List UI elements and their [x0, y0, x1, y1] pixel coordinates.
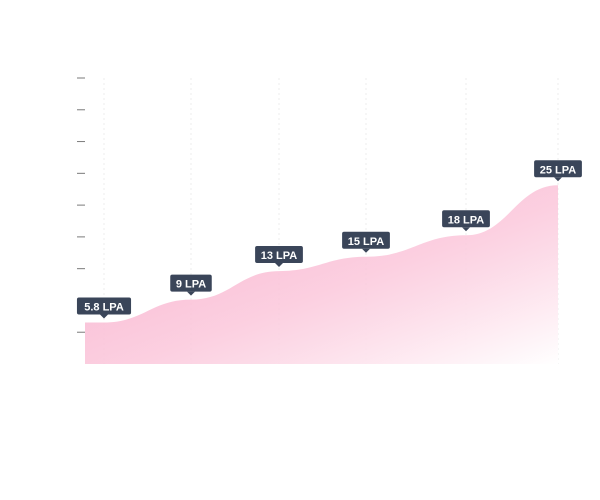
- data-label: 5.8 LPA: [76, 297, 132, 319]
- data-label-pointer: [100, 314, 108, 319]
- data-label-pointer: [187, 291, 195, 296]
- data-label-box: [170, 274, 212, 292]
- data-label: 25 LPA: [534, 160, 582, 182]
- data-label-box: [534, 160, 582, 178]
- area-series: [85, 185, 558, 364]
- data-label: 15 LPA: [342, 231, 390, 253]
- data-label: 18 LPA: [442, 210, 490, 232]
- data-label-text: 5.8 LPA: [84, 302, 124, 314]
- data-label-box: [442, 210, 490, 228]
- data-label-box: [342, 231, 390, 249]
- data-label-pointer: [554, 177, 562, 182]
- y-axis-ticks: [77, 77, 85, 333]
- data-label: 9 LPA: [170, 274, 212, 296]
- data-labels: 5.8 LPA 9 LPA 13 LPA 15 LPA 18 LPA 25 LPA: [76, 160, 582, 319]
- data-label-text: 25 LPA: [540, 164, 577, 176]
- data-label-box: [255, 246, 303, 264]
- data-label-pointer: [275, 263, 283, 268]
- data-label-pointer: [462, 227, 470, 232]
- data-label-text: 18 LPA: [448, 214, 485, 226]
- data-label-box: [76, 297, 132, 315]
- data-label-text: 13 LPA: [261, 250, 298, 262]
- data-label-pointer: [362, 248, 370, 253]
- data-label-text: 15 LPA: [348, 236, 385, 248]
- data-label: 13 LPA: [255, 246, 303, 268]
- data-label-text: 9 LPA: [176, 279, 206, 291]
